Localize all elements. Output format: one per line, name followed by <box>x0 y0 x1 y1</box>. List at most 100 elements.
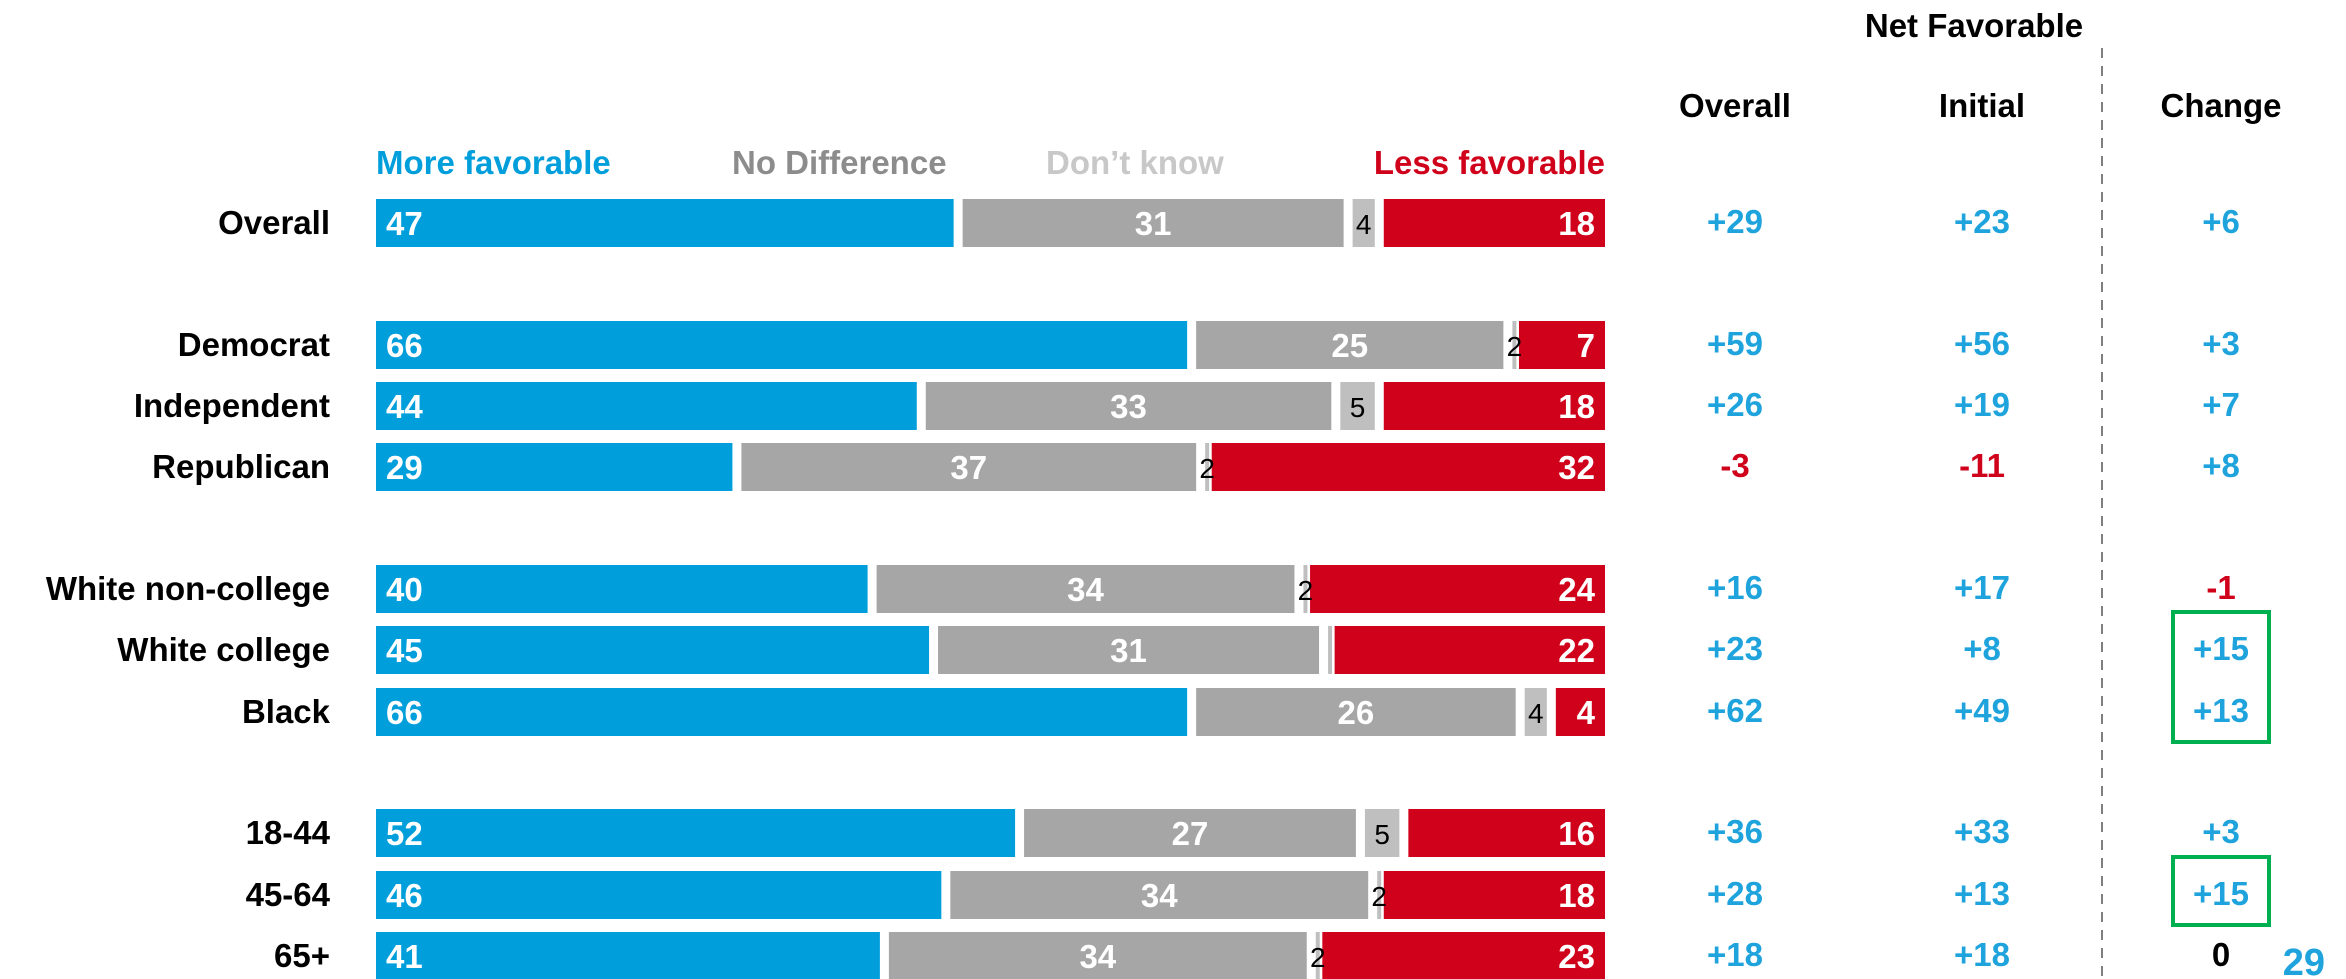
legend-less-favorable: Less favorable <box>1374 144 1605 181</box>
bar-label-dont-know: 5 <box>1374 819 1390 850</box>
bar-label-less-favorable: 18 <box>1558 877 1595 914</box>
bar-label-dont-know: 2 <box>1310 942 1326 973</box>
net-change-value: +13 <box>2193 692 2249 729</box>
bar-dont-know <box>1524 688 1547 736</box>
bar-label-no-difference: 31 <box>1110 632 1147 669</box>
net-favorable-header: Net Favorable <box>1865 7 2083 44</box>
bar-no-difference <box>1024 809 1356 857</box>
bar-label-more-favorable: 40 <box>386 571 423 608</box>
bar-label-less-favorable: 24 <box>1558 571 1595 608</box>
bar-label-less-favorable: 4 <box>1577 694 1596 731</box>
bar-label-no-difference: 33 <box>1110 388 1147 425</box>
net-overall-value: -3 <box>1720 447 1749 484</box>
row-democrat: Democrat 66 7 25 2 +59 +56 +3 <box>178 321 2240 369</box>
bar-no-difference <box>1196 688 1516 736</box>
net-change-value: +15 <box>2193 630 2249 667</box>
net-initial-value: +23 <box>1954 203 2010 240</box>
bar-dont-know <box>1205 443 1210 491</box>
bar-label-dont-know: 5 <box>1350 392 1366 423</box>
bar-less-favorable <box>1383 382 1605 430</box>
row-white-non-college: White non-college 40 24 34 2 +16 +17 -1 <box>46 565 2236 613</box>
bar-label-dont-know: 2 <box>1199 453 1215 484</box>
row-label: 45-64 <box>246 876 331 913</box>
initial-column-header: Initial <box>1939 87 2025 124</box>
bar-more-favorable <box>376 443 733 491</box>
net-change-value: +3 <box>2202 813 2240 850</box>
bar-label-no-difference: 25 <box>1331 327 1368 364</box>
legend-dont-know: Don’t know <box>1046 144 1224 181</box>
row-label: 65+ <box>274 937 330 974</box>
change-highlight-box <box>2171 610 2271 744</box>
net-initial-value: +19 <box>1954 386 2010 423</box>
bar-label-less-favorable: 23 <box>1558 938 1595 975</box>
bar-label-no-difference: 34 <box>1067 571 1104 608</box>
bar-label-dont-know: 4 <box>1528 698 1544 729</box>
bar-label-more-favorable: 66 <box>386 327 423 364</box>
net-overall-value: +16 <box>1707 569 1763 606</box>
bar-no-difference <box>925 382 1332 430</box>
bar-label-less-favorable: 16 <box>1558 815 1595 852</box>
bar-label-no-difference: 26 <box>1338 694 1375 731</box>
bar-label-more-favorable: 41 <box>386 938 423 975</box>
bar-label-more-favorable: 29 <box>386 449 423 486</box>
net-overall-value: +59 <box>1707 325 1763 362</box>
bar-label-less-favorable: 22 <box>1558 632 1595 669</box>
net-initial-value: +13 <box>1954 875 2010 912</box>
row-label: Overall <box>218 204 330 241</box>
legend: More favorable No Difference Don’t know … <box>376 144 1605 181</box>
row-black: Black 66 4 26 4 +62 +49 +13 <box>242 688 2249 736</box>
net-change-value: +6 <box>2202 203 2240 240</box>
net-change-value: +7 <box>2202 386 2240 423</box>
net-initial-value: +33 <box>1954 813 2010 850</box>
bar-more-favorable <box>376 382 917 430</box>
bar-dont-know <box>1328 626 1333 674</box>
bar-label-more-favorable: 66 <box>386 694 423 731</box>
net-overall-value: +29 <box>1707 203 1763 240</box>
bar-label-dont-know: 2 <box>1298 575 1314 606</box>
legend-no-difference: No Difference <box>732 144 947 181</box>
row-18-44: 18-44 52 16 27 5 +36 +33 +3 <box>246 809 2240 857</box>
net-overall-value: +26 <box>1707 386 1763 423</box>
row-65-: 65+ 41 23 34 2 +18 +18 0 <box>274 932 2230 979</box>
bar-dont-know <box>1315 932 1320 979</box>
bar-more-favorable <box>376 871 942 919</box>
bar-less-favorable <box>1518 321 1605 369</box>
bar-label-more-favorable: 47 <box>386 205 423 242</box>
bar-more-favorable <box>376 809 1016 857</box>
bar-less-favorable <box>1408 809 1605 857</box>
change-column-header: Change <box>2160 87 2281 124</box>
bar-dont-know <box>1377 871 1382 919</box>
bar-less-favorable <box>1383 199 1605 247</box>
bar-label-more-favorable: 45 <box>386 632 423 669</box>
bar-less-favorable <box>1334 626 1605 674</box>
bar-label-no-difference: 34 <box>1141 877 1178 914</box>
bar-less-favorable <box>1322 932 1605 979</box>
row-label: Republican <box>152 448 330 485</box>
bar-dont-know <box>1340 382 1375 430</box>
bar-more-favorable <box>376 626 930 674</box>
bar-label-less-favorable: 18 <box>1558 388 1595 425</box>
bar-no-difference <box>962 199 1344 247</box>
bar-label-no-difference: 31 <box>1135 205 1172 242</box>
bar-no-difference <box>950 871 1369 919</box>
bar-more-favorable <box>376 688 1188 736</box>
bar-no-difference <box>876 565 1295 613</box>
net-overall-value: +28 <box>1707 875 1763 912</box>
bar-label-dont-know: 2 <box>1371 881 1387 912</box>
row-overall: Overall 47 18 31 4 +29 +23 +6 <box>218 199 2240 247</box>
bar-dont-know <box>1512 321 1517 369</box>
net-initial-value: +56 <box>1954 325 2010 362</box>
bar-label-less-favorable: 18 <box>1558 205 1595 242</box>
row-label: Black <box>242 693 331 730</box>
bar-label-no-difference: 34 <box>1079 938 1116 975</box>
net-initial-value: +17 <box>1954 569 2010 606</box>
bar-no-difference <box>888 932 1307 979</box>
overall-column-header: Overall <box>1679 87 1791 124</box>
net-overall-value: +62 <box>1707 692 1763 729</box>
bar-less-favorable <box>1211 443 1605 491</box>
net-change-value: +15 <box>2193 875 2249 912</box>
bar-more-favorable <box>376 321 1188 369</box>
net-change-value: +8 <box>2202 447 2240 484</box>
